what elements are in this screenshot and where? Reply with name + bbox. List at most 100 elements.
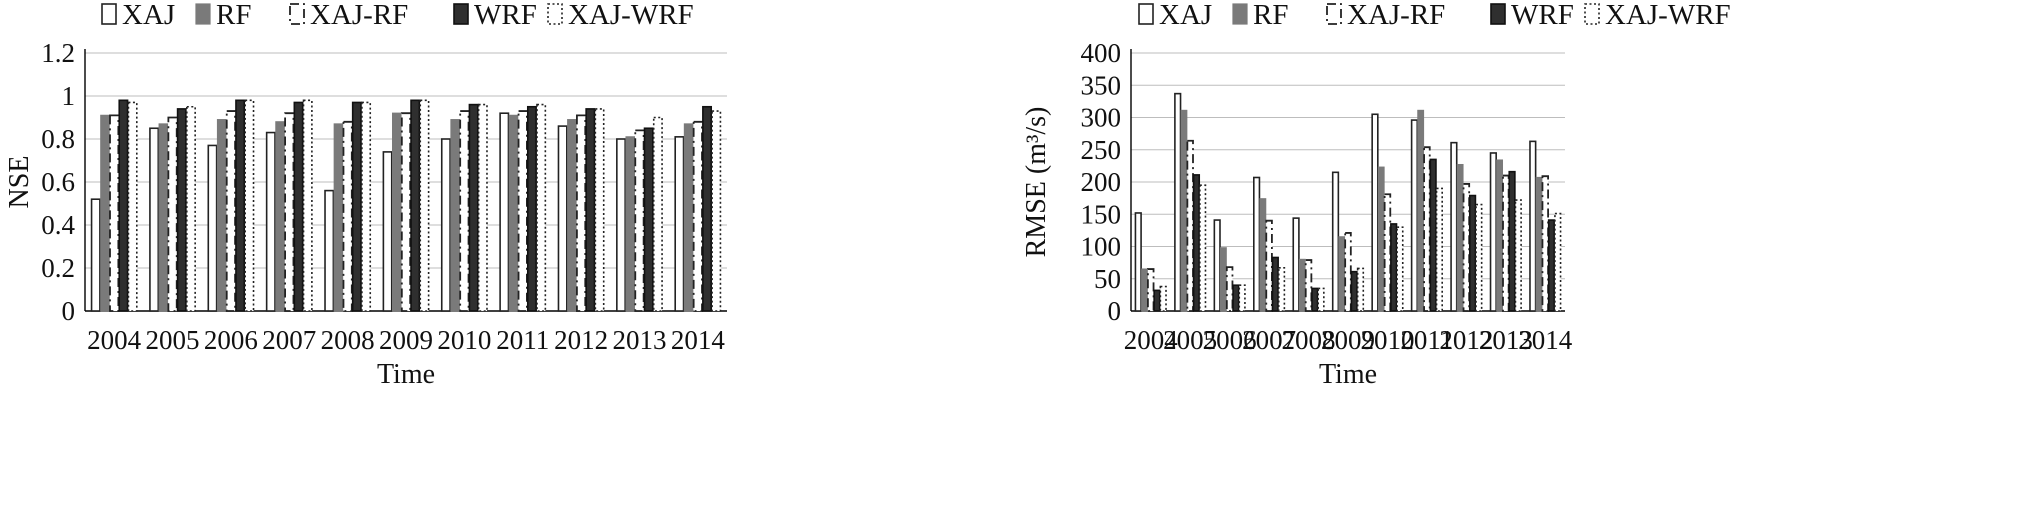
nse-bar-rf-2014 — [683, 123, 694, 312]
rmse-bar-wrf-2012 — [1468, 194, 1477, 312]
rmse-bar-xaj-rf-2007 — [1265, 219, 1273, 312]
nse-bar-wrf-2010 — [468, 103, 479, 312]
rmse-bar-xaj-2008 — [1292, 217, 1300, 312]
rmse-bar-xaj-rf-2010 — [1383, 193, 1392, 312]
nse-bar-xaj-wrf-2009 — [419, 99, 430, 312]
nse-x-tick-label: 2014 — [671, 325, 726, 355]
rmse-bar-xaj-2012 — [1450, 141, 1458, 312]
rmse-bar-xaj-2004 — [1134, 212, 1142, 312]
rmse-y-tick-label: 150 — [1081, 199, 1122, 229]
nse-x-tick-label: 2008 — [321, 325, 375, 355]
rmse-bar-wrf-2004 — [1153, 289, 1161, 312]
legend-swatch-xaj-rf — [289, 3, 305, 25]
nse-chart-panel: XAJ RF XAJ-RF WRF XAJ-WRF 0 0.2 0.4 0.6 0.8 1 1.2 20… — [0, 0, 1010, 506]
nse-bar-rf-2005 — [158, 123, 169, 312]
rmse-bar-xaj-rf-2008 — [1304, 259, 1313, 312]
legend: XAJ RF XAJ-RF WRF XAJ-WRF — [101, 0, 694, 31]
rmse-bar-rf-2004 — [1141, 268, 1148, 312]
nse-bar-wrf-2004 — [118, 99, 129, 312]
rmse-bar-xaj-wrf-2012 — [1475, 203, 1483, 312]
nse-bar-xaj-wrf-2014 — [711, 110, 722, 312]
rmse-x-tick-label: 2009 — [1321, 325, 1375, 355]
legend-label-xaj: XAJ — [1159, 0, 1212, 31]
rmse-bar-wrf-2005 — [1192, 174, 1201, 312]
rmse-bar-rf-2010 — [1377, 166, 1385, 312]
rmse-x-tick-label: 2005 — [1163, 325, 1217, 355]
nse-bar-xaj-2010 — [440, 138, 451, 312]
nse-x-tick-label: 2010 — [437, 325, 491, 355]
rmse-y-tick-label: 0 — [1108, 296, 1122, 326]
nse-x-tick-label: 2005 — [146, 325, 200, 355]
nse-bar-xaj-2012 — [557, 125, 568, 312]
nse-bar-xaj-2009 — [382, 151, 393, 312]
legend-label-xaj-wrf: XAJ-WRF — [1605, 0, 1731, 31]
rmse-bar-xaj-wrf-2007 — [1277, 266, 1286, 312]
nse-bar-xaj-2014 — [674, 136, 685, 312]
nse-bar-xaj-wrf-2005 — [186, 105, 196, 312]
rmse-y-axis-title: RMSE (m³/s) — [1021, 107, 1052, 258]
nse-y-axis-title: NSE — [4, 156, 35, 209]
rmse-y-tick-label: 250 — [1081, 135, 1122, 165]
rmse-x-tick-label: 2010 — [1360, 325, 1414, 355]
nse-bar-xaj-rf-2004 — [109, 114, 120, 312]
rmse-bar-xaj-rf-2006 — [1225, 266, 1234, 312]
legend-label-xaj-rf: XAJ-RF — [1347, 0, 1445, 31]
nse-bar-rf-2013 — [625, 136, 636, 312]
rmse-bar-rf-2009 — [1338, 236, 1346, 312]
legend-swatch-rf — [195, 3, 211, 25]
legend-label-wrf: WRF — [1511, 0, 1574, 31]
nse-bar-xaj-2005 — [149, 127, 160, 312]
rmse-bar-wrf-2013 — [1508, 170, 1516, 312]
nse-bar-rf-2009 — [392, 112, 402, 312]
rmse-bar-rf-2006 — [1219, 247, 1227, 312]
rmse-bar-xaj-rf-2005 — [1186, 139, 1194, 312]
legend-swatch-rf — [1232, 3, 1248, 25]
legend-swatch-xaj — [1138, 3, 1154, 25]
rmse-bar-xaj-rf-2013 — [1502, 174, 1510, 312]
rmse-bar-wrf-2008 — [1311, 287, 1319, 312]
nse-bar-xaj-rf-2009 — [400, 112, 412, 312]
nse-bar-wrf-2013 — [643, 127, 654, 312]
nse-x-tick-label: 2012 — [554, 325, 608, 355]
rmse-x-tick-label: 2013 — [1479, 325, 1533, 355]
rmse-bar-xaj-wrf-2008 — [1317, 287, 1325, 312]
rmse-bar-xaj-2013 — [1489, 152, 1497, 312]
rmse-bar-rf-2011 — [1417, 109, 1425, 312]
rmse-y-tick-label: 300 — [1081, 103, 1122, 133]
rmse-bar-xaj-rf-2009 — [1344, 232, 1352, 312]
legend-swatch-xaj — [101, 3, 117, 25]
nse-bar-wrf-2014 — [702, 105, 713, 312]
rmse-bar-wrf-2011 — [1429, 158, 1437, 312]
nse-bar-wrf-2006 — [235, 99, 246, 312]
legend: XAJ RF XAJ-RF WRF XAJ-WRF — [1138, 0, 1731, 31]
rmse-x-tick-label: 2012 — [1439, 325, 1493, 355]
nse-y-tick-label: 0 — [62, 296, 76, 326]
rmse-y-tick-label: 100 — [1081, 232, 1122, 262]
rmse-bar-xaj-wrf-2014 — [1554, 212, 1562, 312]
nse-bar-xaj-wrf-2004 — [127, 101, 138, 312]
rmse-bar-xaj-rf-2012 — [1462, 183, 1471, 312]
rmse-bar-rf-2005 — [1180, 109, 1188, 312]
rmse-x-tick-label: 2006 — [1203, 325, 1257, 355]
legend-swatch-xaj-rf — [1326, 3, 1342, 25]
nse-bar-wrf-2008 — [351, 101, 362, 312]
legend-label-wrf: WRF — [474, 0, 537, 31]
nse-bar-rf-2007 — [275, 121, 285, 312]
nse-bar-xaj-2006 — [207, 144, 218, 312]
nse-x-tick-label: 2011 — [496, 325, 549, 355]
nse-bar-wrf-2009 — [410, 99, 421, 312]
nse-bar-xaj-rf-2013 — [634, 129, 645, 312]
nse-y-tick-label: 0.2 — [41, 253, 75, 283]
rmse-x-tick-label: 2008 — [1282, 325, 1336, 355]
rmse-bar-rf-2014 — [1535, 176, 1543, 312]
nse-bar-xaj-2008 — [324, 189, 335, 312]
rmse-bar-xaj-wrf-2005 — [1199, 184, 1207, 312]
rmse-bar-xaj-rf-2004 — [1147, 268, 1155, 312]
nse-bar-wrf-2012 — [585, 108, 596, 312]
rmse-bar-xaj-2009 — [1331, 171, 1340, 312]
rmse-bar-rf-2012 — [1456, 163, 1464, 312]
nse-bar-xaj-2011 — [499, 112, 510, 312]
nse-bar-rf-2010 — [450, 119, 460, 312]
rmse-bar-xaj-wrf-2011 — [1435, 187, 1443, 312]
nse-bar-xaj-wrf-2012 — [594, 108, 605, 312]
